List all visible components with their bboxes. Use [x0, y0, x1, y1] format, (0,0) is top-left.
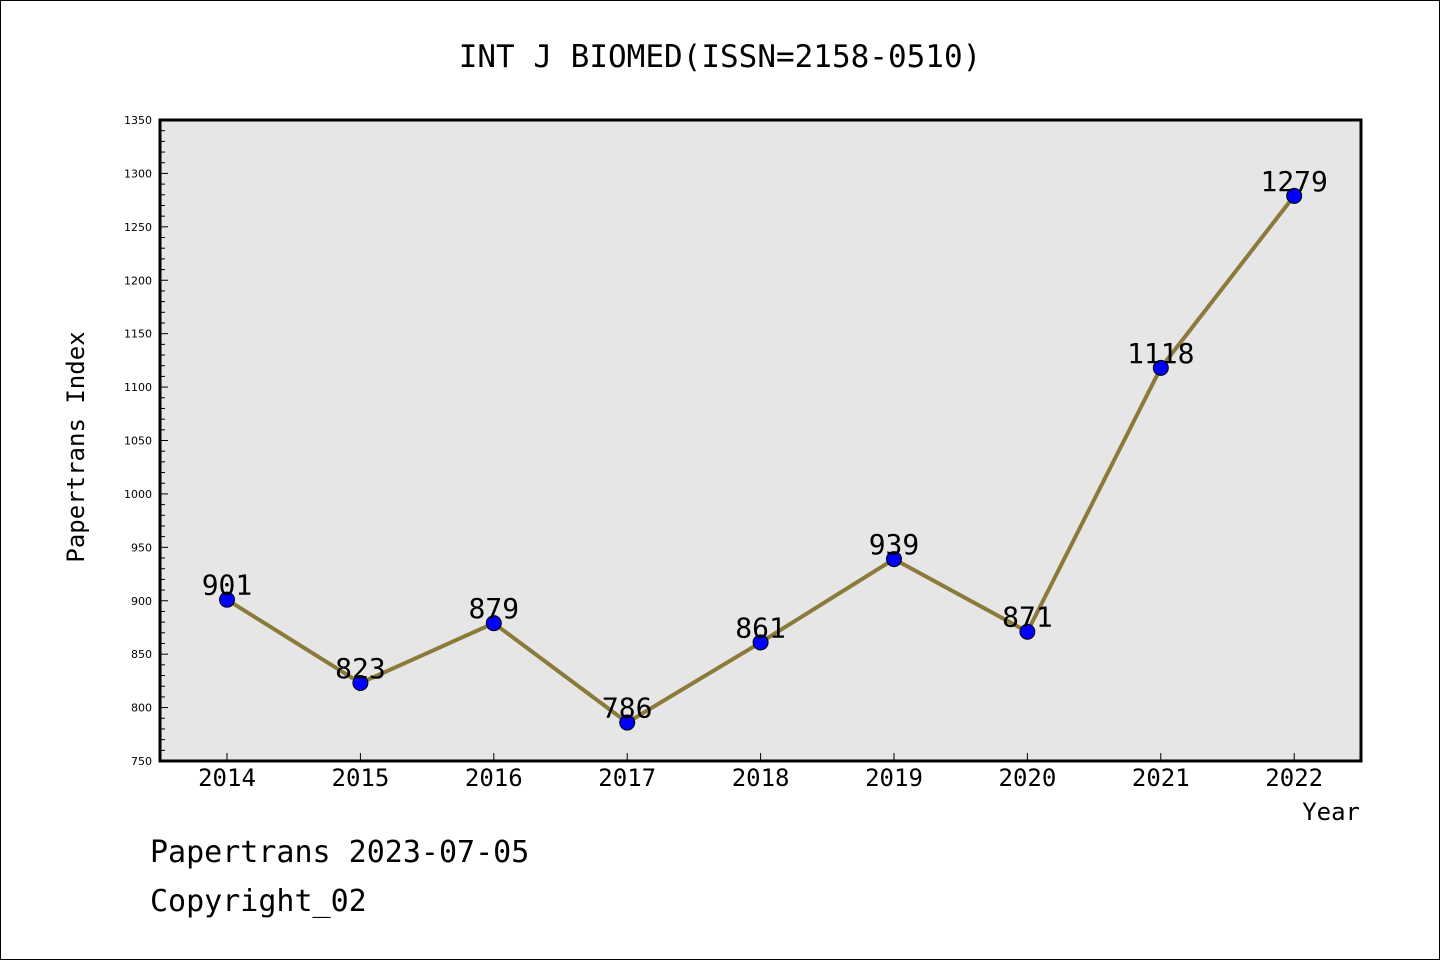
footer-copyright-text: Copyright_02 [150, 884, 367, 919]
data-point-marker [886, 551, 902, 568]
data-labels: 901 823 879 786 861 939 871 1118 1279 [202, 165, 1328, 725]
y-tick-label: 950 [131, 541, 152, 554]
data-point-marker [219, 591, 235, 608]
y-axis-label: Papertrans Index [62, 331, 90, 562]
data-label: 786 [602, 692, 653, 725]
data-label: 939 [869, 528, 920, 561]
y-tick-label: 1350 [124, 114, 152, 127]
footer-date-text: Papertrans 2023-07-05 [150, 835, 530, 870]
y-tick-label: 1050 [124, 435, 152, 448]
y-tick-label: 1100 [124, 381, 152, 394]
x-tick-label: 2020 [999, 764, 1057, 792]
y-tick-label: 1200 [124, 274, 152, 287]
data-point-marker [1152, 359, 1169, 376]
data-label: 1118 [1127, 337, 1194, 370]
y-tick-label: 1000 [124, 488, 152, 501]
data-label: 823 [335, 652, 386, 685]
y-tick-label: 850 [131, 648, 152, 661]
chart-title: INT J BIOMED(ISSN=2158-0510) [459, 39, 982, 75]
x-tick-label: 2016 [465, 764, 523, 792]
x-axis-label: Year [1302, 798, 1360, 826]
data-point-marker [352, 675, 369, 692]
x-tick-label: 2022 [1265, 764, 1323, 792]
data-point-marker [1286, 187, 1303, 204]
data-label: 871 [1002, 601, 1053, 634]
y-tick-label: 1250 [124, 221, 152, 234]
y-tick-label: 750 [131, 755, 152, 768]
y-axis: 750 800 850 900 950 1000 1050 1100 1150 1200 1250 1… [124, 114, 168, 768]
data-label: 879 [469, 592, 520, 625]
data-series [219, 187, 1303, 731]
data-label: 861 [735, 611, 786, 644]
data-point-marker [619, 714, 636, 731]
x-tick-label: 2021 [1132, 764, 1190, 792]
y-tick-label: 1300 [124, 167, 152, 180]
plot-area [158, 118, 1363, 763]
data-point-marker [485, 615, 502, 632]
x-axis: 2014 2015 2016 2017 2018 2019 2020 2021 2022 [198, 753, 1323, 792]
x-tick-label: 2017 [598, 764, 656, 792]
x-tick-label: 2014 [198, 764, 256, 792]
x-tick-label: 2015 [332, 764, 390, 792]
data-label: 901 [202, 569, 253, 602]
data-point-marker [752, 634, 769, 651]
x-tick-label: 2019 [865, 764, 923, 792]
y-tick-label: 1150 [124, 328, 152, 341]
x-tick-label: 2018 [732, 764, 790, 792]
y-tick-label: 900 [131, 595, 152, 608]
data-point-marker [1019, 623, 1036, 640]
data-label: 1279 [1260, 165, 1327, 198]
y-tick-label: 800 [131, 702, 152, 715]
